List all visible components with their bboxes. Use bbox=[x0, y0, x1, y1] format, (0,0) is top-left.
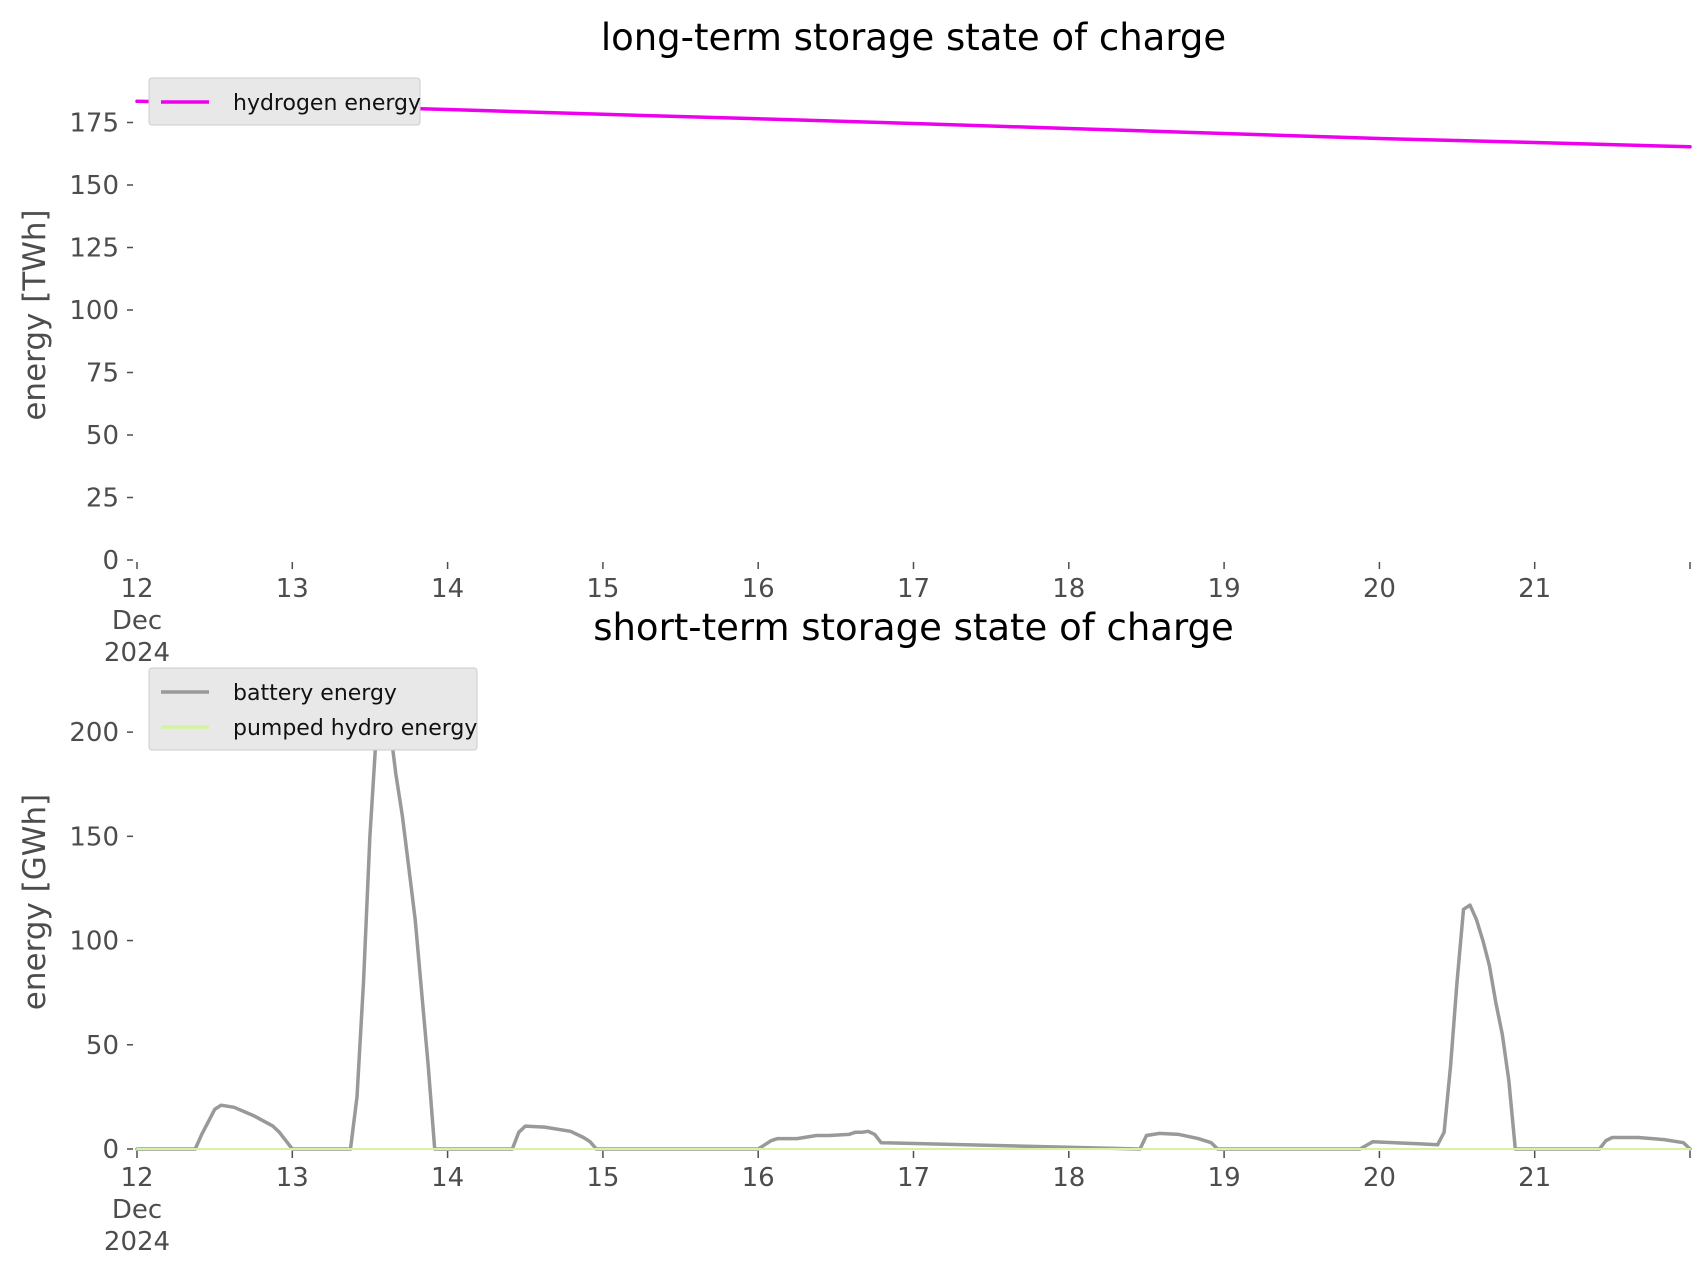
x-tick-label: 21 bbox=[1518, 1163, 1551, 1193]
y-tick-label: 125 bbox=[69, 234, 119, 264]
y-tick-label: 75 bbox=[86, 359, 119, 389]
chart-title: short-term storage state of charge bbox=[593, 606, 1234, 649]
y-tick-label: 175 bbox=[69, 109, 119, 139]
y-axis-label: energy [TWh] bbox=[17, 209, 53, 420]
x-tick-label: 20 bbox=[1363, 1163, 1396, 1193]
legend-box bbox=[148, 667, 478, 751]
x-tick-label: 20 bbox=[1363, 574, 1396, 604]
y-tick-label: 150 bbox=[69, 822, 119, 852]
x-tick-label: 15 bbox=[586, 574, 619, 604]
x-tick-year-label: 2024 bbox=[104, 1227, 170, 1257]
x-tick-label: 13 bbox=[276, 574, 309, 604]
x-tick-label: 14 bbox=[431, 574, 464, 604]
y-tick-label: 0 bbox=[102, 1135, 119, 1165]
x-tick-label: 17 bbox=[897, 574, 930, 604]
x-tick-label: 19 bbox=[1208, 574, 1241, 604]
y-axis-label: energy [GWh] bbox=[17, 794, 53, 1010]
x-tick-label: 17 bbox=[897, 1163, 930, 1193]
x-tick-year-label: 2024 bbox=[104, 638, 170, 668]
x-tick-label: 16 bbox=[742, 574, 775, 604]
chart-title: long-term storage state of charge bbox=[601, 16, 1226, 59]
y-tick-label: 200 bbox=[69, 718, 119, 748]
y-tick-label: 50 bbox=[86, 1031, 119, 1061]
legend-label: hydrogen energy bbox=[233, 91, 421, 116]
x-tick-label: 15 bbox=[586, 1163, 619, 1193]
x-tick-label: 13 bbox=[276, 1163, 309, 1193]
y-tick-label: 0 bbox=[102, 546, 119, 576]
x-tick-label: 16 bbox=[742, 1163, 775, 1193]
legend-box bbox=[148, 77, 421, 126]
x-tick-label: 14 bbox=[431, 1163, 464, 1193]
x-tick-label: 18 bbox=[1052, 1163, 1085, 1193]
legend-label: battery energy bbox=[233, 681, 397, 706]
x-tick-label: 19 bbox=[1208, 1163, 1241, 1193]
x-tick-label: 12 bbox=[120, 1163, 153, 1193]
x-tick-label: 12 bbox=[120, 574, 153, 604]
y-tick-label: 100 bbox=[69, 927, 119, 957]
x-tick-month-label: Dec bbox=[112, 606, 162, 636]
x-tick-label: 21 bbox=[1518, 574, 1551, 604]
legend-label: pumped hydro energy bbox=[233, 716, 477, 741]
series-line-battery-energy bbox=[135, 694, 1692, 1151]
y-tick-label: 25 bbox=[86, 484, 119, 514]
y-tick-label: 100 bbox=[69, 296, 119, 326]
x-tick-label: 18 bbox=[1052, 574, 1085, 604]
x-tick-month-label: Dec bbox=[112, 1195, 162, 1225]
y-tick-label: 150 bbox=[69, 171, 119, 201]
y-tick-label: 50 bbox=[86, 421, 119, 451]
